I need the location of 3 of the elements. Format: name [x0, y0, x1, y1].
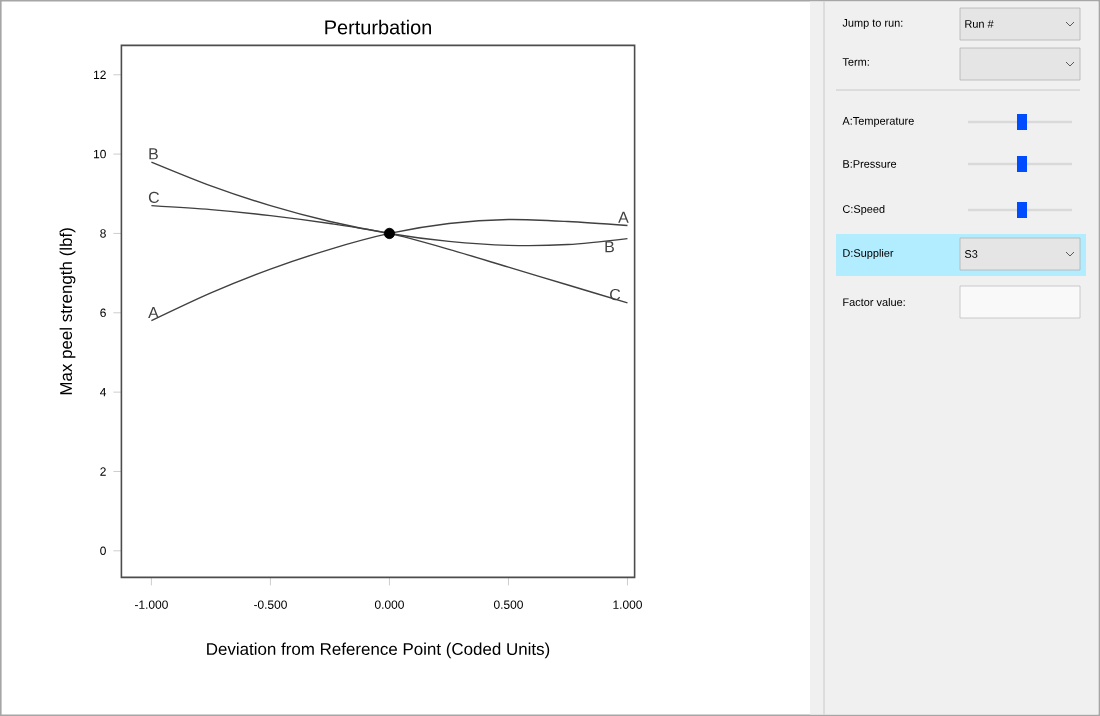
chart-title: Perturbation	[325, 19, 431, 35]
y-axis-title: Max peel strength (lbf)	[59, 228, 76, 395]
x-axis-title: Deviation from Reference Point (Coded Units)	[207, 642, 550, 659]
